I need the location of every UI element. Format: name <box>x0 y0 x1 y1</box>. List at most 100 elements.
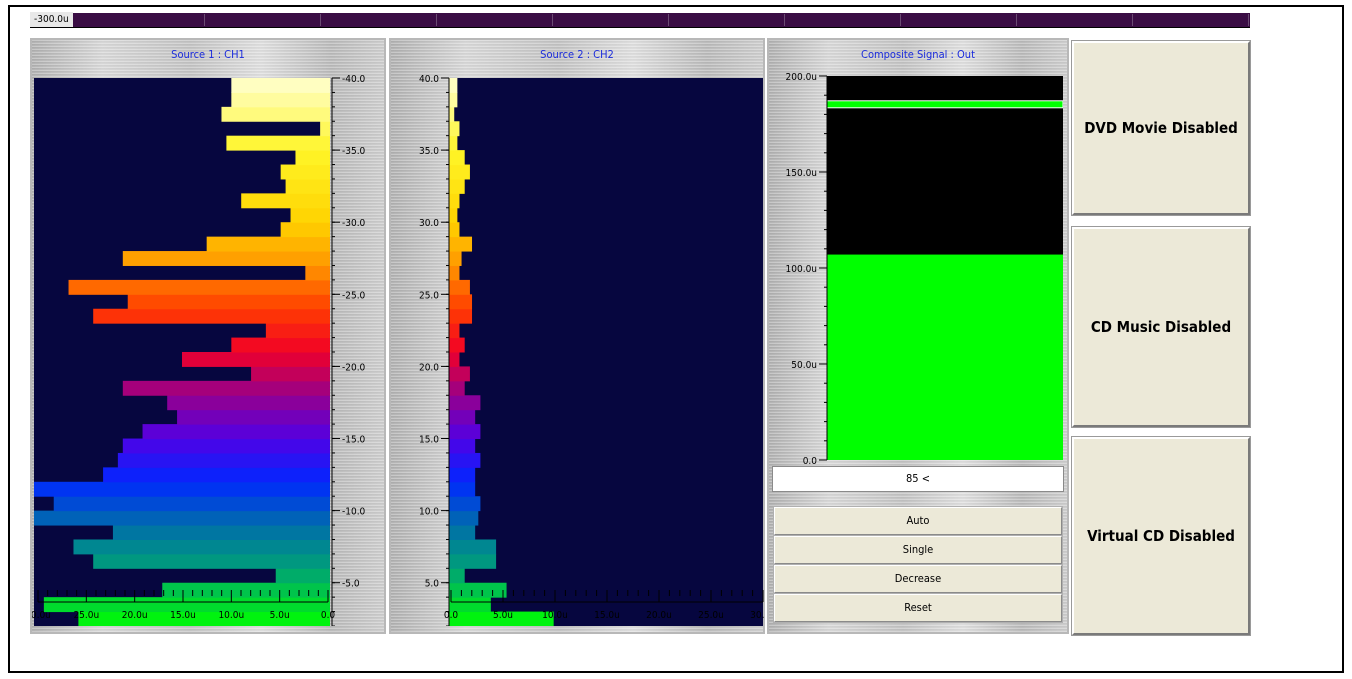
source1-y-tick-label: -5.0 <box>342 579 360 590</box>
cd-music-button[interactable]: CD Music Disabled <box>1071 226 1251 428</box>
source2-bar <box>449 222 460 238</box>
source2-bar <box>449 92 458 108</box>
composite-y-tick-label: 50.0u <box>791 360 817 371</box>
source1-plot <box>24 78 331 627</box>
source1-bar <box>285 178 330 194</box>
source2-panel: Source 2 : CH2 40.0 35.0 30.0 25.0 20.0 15.0 1… <box>389 38 765 634</box>
source2-y-tick-label: 40.0 <box>419 74 439 85</box>
source1-bar <box>122 438 330 454</box>
source2-bar <box>449 380 465 396</box>
source1-bar <box>24 481 331 497</box>
source1-bar <box>78 611 331 627</box>
source1-bar <box>231 92 330 108</box>
source1-bar <box>142 424 330 440</box>
source2-bar <box>449 337 465 353</box>
source1-bars <box>24 78 331 627</box>
top-strip-tick <box>668 14 669 26</box>
source1-bar <box>221 106 330 122</box>
source1-x-tick-label: 10.0u <box>218 610 244 621</box>
source1-x-tick-label: 25.0u <box>73 610 99 621</box>
source1-title: Source 1 : CH1 <box>171 48 245 61</box>
source1-y-tick-label: -15.0 <box>342 435 366 446</box>
source1-x-tick-label: 20.0u <box>122 610 148 621</box>
source1-bar <box>68 279 331 295</box>
top-strip-tick <box>1248 14 1249 26</box>
source2-title: Source 2 : CH2 <box>540 48 614 61</box>
source2-bar <box>449 352 460 367</box>
single-button[interactable]: Single <box>773 535 1063 565</box>
source2-x-tick-label: 5.0u <box>493 610 513 621</box>
source2-bars <box>449 78 554 627</box>
composite-y-axis: 200.0u 150.0u 100.0u 50.0u 0.0 <box>786 72 828 467</box>
source1-x-tick-label: 0.0 <box>321 610 336 621</box>
source1-bar <box>251 366 330 382</box>
source2-y-tick-label: 20.0 <box>419 362 439 373</box>
top-strip-tick <box>1132 14 1133 26</box>
source1-bar <box>206 236 330 252</box>
source2-bar <box>449 164 470 180</box>
composite-y-tick-label: 100.0u <box>786 264 817 275</box>
source1-x-tick-label: 5.0u <box>270 610 290 621</box>
virtual-cd-button[interactable]: Virtual CD Disabled <box>1071 436 1251 636</box>
source2-bar <box>449 323 460 339</box>
source2-y-tick-label: 30.0 <box>419 218 439 229</box>
top-strip-tick <box>204 14 205 26</box>
auto-button[interactable]: Auto <box>773 506 1063 536</box>
source1-bar <box>231 78 330 93</box>
top-strip-label: -300.0u <box>30 12 73 27</box>
source1-panel: Source 1 : CH1 -40.0 -35.0 -30.0 -25.0 -20.0… <box>24 38 386 634</box>
level-bar <box>827 254 1063 460</box>
source1-x-axis: 30.0u 25.0u 20.0u 15.0u 10.0u 5.0u 0.0 <box>32 590 336 621</box>
reset-button[interactable]: Reset <box>773 593 1063 623</box>
source2-bar <box>449 481 476 497</box>
source2-bar <box>449 308 473 324</box>
source2-bar <box>449 265 460 281</box>
source1-y-axis: -40.0 -35.0 -30.0 -25.0 -20.0 -15.0 -10.0 -5.0 <box>331 74 366 626</box>
source2-bar <box>449 135 458 151</box>
source2-bar <box>449 78 458 93</box>
composite-meter-bars <box>826 100 1064 460</box>
source1-bar <box>122 380 330 396</box>
source2-bar <box>449 597 491 613</box>
source2-y-tick-label: 10.0 <box>419 507 439 518</box>
source1-bar <box>93 308 330 324</box>
top-strip-tick <box>320 14 321 26</box>
source1-y-tick-label: -20.0 <box>342 362 366 373</box>
source1-bar <box>295 150 330 166</box>
source1-bar <box>290 207 330 223</box>
source1-bar <box>320 121 330 137</box>
source2-bar <box>449 510 479 526</box>
source2-x-axis: 0.0 5.0u 10.0u 15.0u 20.0u 25.0u 30.0u <box>444 590 765 621</box>
source2-x-tick-label: 25.0u <box>698 610 724 621</box>
source2-y-tick-label: 25.0 <box>419 290 439 301</box>
source2-y-axis: 40.0 35.0 30.0 25.0 20.0 15.0 10.0 5.0 <box>419 74 450 626</box>
source1-y-tick-label: -30.0 <box>342 218 366 229</box>
source2-y-tick-label: 15.0 <box>419 435 439 446</box>
source2-bar <box>449 424 481 440</box>
composite-y-tick-label: 0.0 <box>803 456 818 467</box>
source2-bar <box>449 395 481 411</box>
source2-bar <box>449 178 465 194</box>
source1-bar <box>43 597 330 613</box>
source2-bar <box>449 568 465 584</box>
peak-marker <box>826 100 1064 109</box>
decrease-button[interactable]: Decrease <box>773 564 1063 594</box>
source2-x-tick-label: 30.0u <box>750 610 765 621</box>
top-level-strip: -300.0u <box>30 12 1250 28</box>
dvd-movie-button[interactable]: DVD Movie Disabled <box>1071 40 1251 216</box>
source2-bar <box>449 525 476 540</box>
top-strip-tick <box>552 14 553 26</box>
source2-bar <box>449 539 497 555</box>
source2-bar <box>449 366 470 382</box>
source1-bar <box>275 568 330 584</box>
source1-bar <box>182 352 330 367</box>
top-strip-tick <box>900 14 901 26</box>
composite-title: Composite Signal : Out <box>861 48 975 61</box>
source1-bar <box>280 164 330 180</box>
source2-bar <box>449 438 476 454</box>
source1-bar <box>93 553 330 569</box>
top-strip-tick <box>436 14 437 26</box>
source2-plot <box>449 78 763 627</box>
source1-bar <box>162 582 330 598</box>
source2-bar <box>449 611 554 627</box>
